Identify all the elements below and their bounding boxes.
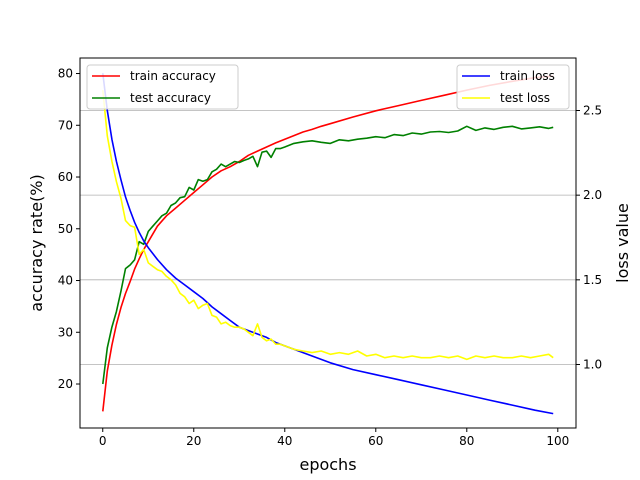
plot-frame (79, 57, 577, 429)
x-axis-title: epochs (299, 455, 356, 474)
series-line-train-accuracy (102, 75, 554, 412)
y-axis-left-title: accuracy rate(%) (27, 174, 46, 311)
y-right-tick-label-0: 1.0 (583, 357, 602, 371)
y-left-tick-label-3: 50 (58, 222, 73, 236)
y-left-tick-label-2: 40 (58, 274, 73, 288)
x-tick-label-4: 80 (459, 434, 474, 448)
x-tick-label-2: 40 (277, 434, 292, 448)
axes: 0 20 40 60 80 100 20 30 40 50 60 70 80 1.0 1.5 2.0 2.5 (58, 67, 602, 448)
series-layer (102, 73, 554, 415)
series-line-test-accuracy (102, 125, 554, 385)
y-left-tick-label-4: 60 (58, 170, 73, 184)
legend-label-train-loss: train loss (500, 69, 555, 83)
legend-label-test-loss: test loss (500, 91, 550, 105)
y-right-tick-label-1: 1.5 (583, 273, 602, 287)
y-axis-right-title: loss value (613, 203, 632, 283)
grid-lines (80, 110, 576, 365)
legend-left-box (86, 64, 239, 110)
y-left-tick-label-0: 20 (58, 377, 73, 391)
legend-label-test-accuracy: test accuracy (130, 91, 211, 105)
x-tick-label-3: 60 (368, 434, 383, 448)
x-tick-label-5: 100 (546, 434, 569, 448)
y-right-tick-label-2: 2.0 (583, 188, 602, 202)
x-tick-label-1: 20 (186, 434, 201, 448)
y-left-tick-label-6: 80 (58, 67, 73, 81)
series-line-test-loss (102, 90, 554, 361)
x-tick-label-0: 0 (99, 434, 107, 448)
y-left-tick-label-1: 30 (58, 325, 73, 339)
legend-label-train-accuracy: train accuracy (130, 69, 216, 83)
legend-right: train loss test loss (456, 64, 570, 110)
y-right-tick-label-3: 2.5 (583, 103, 602, 117)
legend-left: train accuracy test accuracy (86, 64, 239, 110)
y-left-tick-label-5: 70 (58, 118, 73, 132)
